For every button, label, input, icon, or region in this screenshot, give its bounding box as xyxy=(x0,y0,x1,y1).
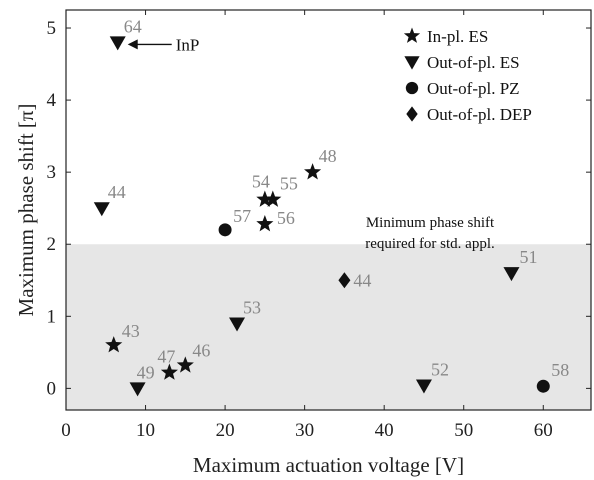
legend-label: Out-of-pl. PZ xyxy=(427,79,520,98)
point-ref-label: 43 xyxy=(122,321,140,341)
point-ref-label: 64 xyxy=(124,16,142,36)
legend-marker xyxy=(406,106,418,122)
legend-label: Out-of-pl. DEP xyxy=(427,105,532,124)
point-ref-label: 54 xyxy=(252,172,270,192)
point-ref-label: 53 xyxy=(243,298,261,318)
annotation-text: InP xyxy=(176,35,200,54)
point-ref-label: 55 xyxy=(280,174,298,194)
data-point xyxy=(160,363,178,380)
x-tick-label: 30 xyxy=(295,420,314,441)
data-point xyxy=(304,163,322,180)
x-tick-label: 60 xyxy=(534,420,553,441)
point-ref-label: 49 xyxy=(137,362,155,382)
data-point xyxy=(93,202,110,217)
inp-annotation: InP xyxy=(127,35,200,54)
legend-marker xyxy=(403,27,421,43)
shaded-region-label-line: required for std. appl. xyxy=(365,236,495,252)
legend-label: In-pl. ES xyxy=(427,27,488,46)
data-point xyxy=(129,382,146,397)
legend: In-pl. ES Out-of-pl. ES Out-of-pl. PZ Out-o… xyxy=(403,27,532,124)
shaded-region xyxy=(66,244,591,410)
point-ref-label: 56 xyxy=(277,208,295,228)
data-point xyxy=(256,215,274,232)
data-point xyxy=(256,190,274,207)
point-ref-label: 57 xyxy=(233,206,251,226)
point-ref-label: 52 xyxy=(431,359,449,379)
plot-frame xyxy=(65,9,592,411)
data-point xyxy=(176,356,194,373)
annotation-arrow-head xyxy=(127,39,138,50)
x-tick-label: 20 xyxy=(216,420,235,441)
point-ref-label: 47 xyxy=(157,347,175,367)
y-tick-label: 1 xyxy=(47,306,57,327)
point-ref-label: 44 xyxy=(353,270,371,290)
data-point xyxy=(105,336,123,353)
shaded-region-label-line: Minimum phase shift xyxy=(366,215,495,231)
x-tick-label: 10 xyxy=(136,420,155,441)
point-ref-label: 46 xyxy=(192,340,210,360)
shaded-region-label: Minimum phase shift required for std. app… xyxy=(365,215,495,252)
data-point xyxy=(503,267,520,282)
data-point xyxy=(229,317,246,332)
point-ref-label: 58 xyxy=(551,360,569,380)
y-tick-label: 2 xyxy=(47,234,57,255)
data-point xyxy=(109,36,126,51)
data-point xyxy=(338,272,351,289)
point-ref-label: 44 xyxy=(108,182,126,202)
point-ref-label: 51 xyxy=(519,247,537,267)
x-tick-label: 40 xyxy=(375,420,394,441)
y-tick-label: 0 xyxy=(47,378,57,399)
legend-marker xyxy=(404,56,420,70)
data-point xyxy=(536,379,550,393)
legend-marker xyxy=(405,81,419,95)
point-labels: 43 47 46 54 55 56 48 44 64 49 53 52 51 57 58 44 xyxy=(108,16,569,382)
y-axis-label: Maximum phase shift [π] xyxy=(14,104,38,317)
y-tick-label: 4 xyxy=(47,90,57,111)
point-ref-label: 48 xyxy=(319,146,337,166)
data-point xyxy=(264,190,282,207)
data-point xyxy=(415,379,432,394)
data-point xyxy=(218,223,232,237)
x-tick-label: 0 xyxy=(61,420,71,441)
x-tick-label: 50 xyxy=(454,420,473,441)
legend-label: Out-of-pl. ES xyxy=(427,53,520,72)
y-tick-label: 3 xyxy=(47,162,57,183)
data-marks xyxy=(93,36,550,397)
axis-ticks: 0 10 20 30 40 50 60 0 1 2 3 4 5 xyxy=(47,10,591,441)
x-axis-label: Maximum actuation voltage [V] xyxy=(193,453,464,477)
y-tick-label: 5 xyxy=(47,18,57,39)
